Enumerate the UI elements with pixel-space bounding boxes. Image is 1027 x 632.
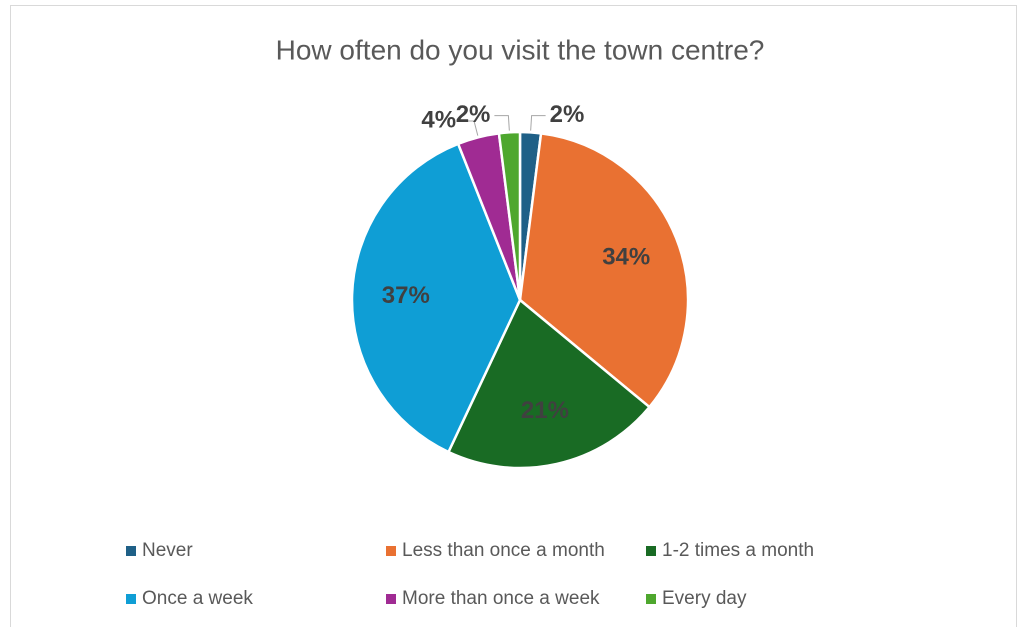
- legend-label: 1-2 times a month: [662, 540, 814, 561]
- leader-line: [530, 115, 546, 131]
- legend-label: Once a week: [142, 588, 253, 609]
- legend-swatch: [126, 594, 136, 604]
- legend: Never Less than once a month 1-2 times a m…: [126, 540, 814, 609]
- legend-swatch: [386, 594, 396, 604]
- pie-slice: [350, 142, 522, 454]
- pie: 2%34%21%37%4% 2%: [350, 101, 690, 470]
- legend-swatch: [646, 546, 656, 556]
- pie-slice: [518, 131, 690, 409]
- data-label: 21%: [521, 397, 569, 424]
- leader-line: [460, 120, 479, 136]
- data-label: 37%: [382, 282, 430, 309]
- legend-label: Never: [142, 540, 193, 561]
- data-label: 4%: [421, 106, 456, 133]
- legend-swatch: [126, 546, 136, 556]
- legend-swatch: [386, 546, 396, 556]
- data-label: 2%: [550, 101, 585, 128]
- legend-swatch: [646, 594, 656, 604]
- data-label: 2%: [456, 101, 491, 128]
- legend-label: Every day: [662, 588, 747, 609]
- data-label: 34%: [602, 243, 650, 270]
- leader-line: [494, 115, 510, 131]
- legend-label: More than once a week: [402, 588, 600, 609]
- pie-slice: [446, 298, 652, 470]
- legend-label: Less than once a month: [402, 540, 605, 561]
- chart-title: How often do you visit the town centre?: [276, 34, 765, 65]
- pie-slice: [497, 130, 522, 301]
